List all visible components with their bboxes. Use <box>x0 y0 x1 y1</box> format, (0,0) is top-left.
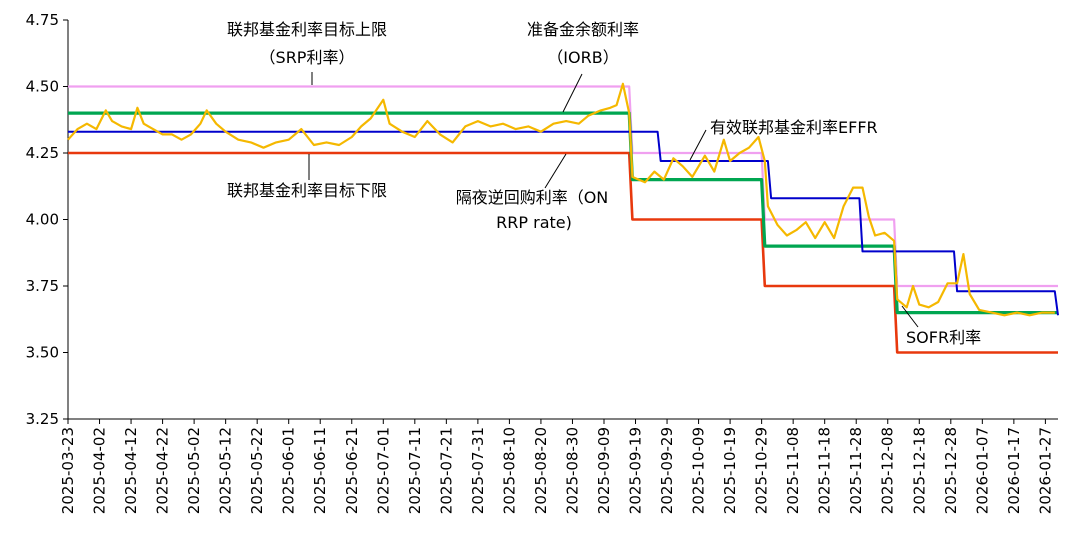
annotation-leader-lines <box>308 72 919 328</box>
x-tick-label: 2025-10-29 <box>753 427 771 514</box>
annotation-lower-line1: 联邦基金利率目标下限 <box>227 181 387 200</box>
x-tick-label: 2025-10-19 <box>721 427 739 514</box>
annotation-sofr: SOFR利率 <box>906 328 981 347</box>
annotation-iorb: 准备金余额利率 （IORB） <box>527 20 639 67</box>
series-line-effr <box>68 130 1059 316</box>
y-tick-label: 4.75 <box>26 11 59 29</box>
y-tick-label: 3.50 <box>26 344 59 362</box>
series-line-lower <box>68 151 1058 354</box>
x-tick-label: 2025-06-21 <box>343 427 361 514</box>
x-tick-label: 2025-07-21 <box>437 427 455 514</box>
annotation-lower: 联邦基金利率目标下限 <box>227 181 387 200</box>
x-tick-label: 2025-12-18 <box>910 427 928 514</box>
annotation-srp: 联邦基金利率目标上限 （SRP利率） <box>227 20 387 67</box>
x-tick-label: 2025-09-29 <box>658 427 676 514</box>
series-line-sofr <box>67 82 1055 317</box>
y-tick-label: 4.25 <box>26 144 59 162</box>
annotation-effr: 有效联邦基金利率EFFR <box>710 118 878 137</box>
annotation-onrrp-line1: 隔夜逆回购利率（ON <box>456 188 609 207</box>
x-tick-label: 2026-01-17 <box>1005 427 1023 514</box>
annotation-onrrp: 隔夜逆回购利率（ON RRP rate) <box>456 188 609 232</box>
x-tick-label: 2025-12-28 <box>942 427 960 514</box>
x-tick-label: 2025-04-12 <box>122 427 140 514</box>
series-line-upper <box>68 85 1058 288</box>
annotation-srp-line2: （SRP利率） <box>260 48 355 67</box>
y-axis-ticks: 3.25 3.50 3.75 4.00 4.25 4.50 4.75 <box>26 11 68 428</box>
annotation-iorb-line1: 准备金余额利率 <box>527 20 639 39</box>
y-tick-label: 3.25 <box>26 410 59 428</box>
annotation-onrrp-line2: RRP rate) <box>496 213 572 232</box>
x-tick-label: 2025-07-01 <box>374 427 392 514</box>
x-tick-label: 2025-05-02 <box>185 427 203 514</box>
x-tick-label: 2025-07-31 <box>469 427 487 514</box>
leader-iorb <box>562 73 583 113</box>
x-tick-label: 2025-08-20 <box>532 427 550 514</box>
annotation-srp-line1: 联邦基金利率目标上限 <box>227 20 387 39</box>
x-tick-label: 2025-04-22 <box>154 427 172 514</box>
x-tick-label: 2025-08-30 <box>563 427 581 514</box>
x-tick-label: 2025-06-01 <box>280 427 298 514</box>
series-layer <box>67 82 1059 354</box>
x-tick-label: 2026-01-07 <box>973 427 991 514</box>
annotation-sofr-line1: SOFR利率 <box>906 328 981 347</box>
x-tick-label: 2025-09-09 <box>595 427 613 514</box>
leader-sofr <box>901 305 919 328</box>
x-tick-label: 2026-01-27 <box>1036 427 1054 514</box>
leader-effr <box>689 129 707 161</box>
x-tick-label: 2025-11-18 <box>816 427 834 514</box>
leader-onrrp <box>544 153 567 189</box>
x-tick-label: 2025-09-19 <box>627 427 645 514</box>
y-tick-label: 3.75 <box>26 277 59 295</box>
x-tick-label: 2025-10-09 <box>690 427 708 514</box>
x-tick-label: 2025-08-10 <box>500 427 518 514</box>
x-tick-label: 2025-11-28 <box>847 427 865 514</box>
x-tick-label: 2025-11-08 <box>784 427 802 514</box>
x-tick-label: 2025-04-02 <box>91 427 109 514</box>
x-tick-label: 2025-07-11 <box>406 427 424 514</box>
annotation-effr-line1: 有效联邦基金利率EFFR <box>710 118 878 137</box>
x-tick-label: 2025-05-22 <box>248 427 266 514</box>
annotation-iorb-line2: （IORB） <box>547 48 618 67</box>
x-tick-label: 2025-06-11 <box>311 427 329 514</box>
x-tick-label: 2025-03-23 <box>59 427 77 514</box>
plot-area: 3.253.503.754.004.254.504.75 2025-03-23 2… <box>26 11 1059 514</box>
y-tick-label: 4.50 <box>26 78 59 96</box>
y-tick-label: 4.00 <box>26 211 59 229</box>
x-tick-label: 2025-12-08 <box>879 427 897 514</box>
x-axis-ticks: 2025-03-23 2025-04-02 2025-04-12 2025-04-22… <box>59 419 1054 514</box>
x-tick-label: 2025-05-12 <box>217 427 235 514</box>
